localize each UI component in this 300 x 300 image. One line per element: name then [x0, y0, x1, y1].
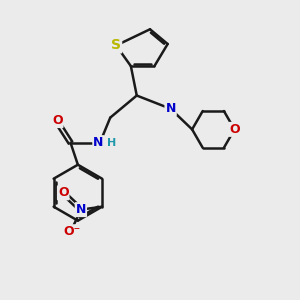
- Text: H: H: [106, 138, 116, 148]
- Text: O: O: [52, 114, 63, 127]
- Text: N: N: [93, 136, 104, 149]
- Text: O: O: [229, 123, 240, 136]
- Text: O: O: [58, 186, 68, 199]
- Text: O⁻: O⁻: [63, 225, 81, 238]
- Text: N: N: [165, 102, 176, 115]
- Text: N: N: [76, 203, 86, 216]
- Text: S: S: [111, 38, 121, 52]
